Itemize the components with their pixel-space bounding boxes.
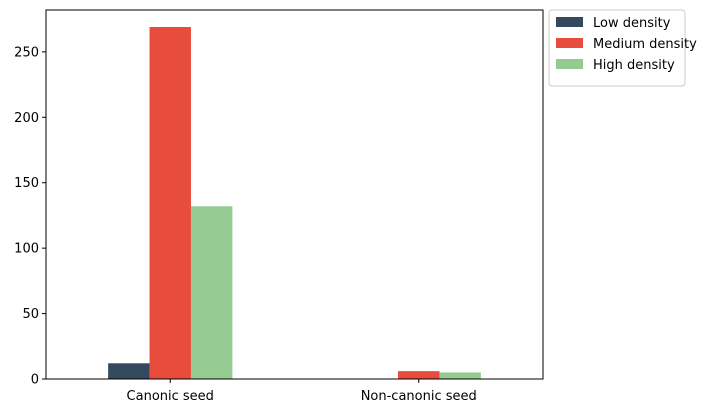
bars-group — [108, 27, 481, 379]
legend-label-high-density: High density — [593, 58, 675, 73]
bar-low-density-canonic-seed — [108, 363, 150, 379]
bar-medium-density-canonic-seed — [149, 27, 191, 379]
y-tick-label: 0 — [31, 373, 39, 388]
plot-background — [46, 10, 543, 379]
legend-swatch-low-density — [556, 17, 583, 27]
y-tick-label: 250 — [14, 45, 39, 60]
bar-high-density-canonic-seed — [190, 206, 233, 379]
y-tick-label: 150 — [14, 176, 39, 191]
x-tick-label: Non-canonic seed — [361, 389, 477, 404]
legend-label-medium-density: Medium density — [593, 37, 697, 52]
plot-frame — [45, 9, 544, 380]
legend-swatch-medium-density — [556, 38, 583, 48]
bar-medium-density-non-canonic-seed — [398, 371, 440, 379]
legend-label-low-density: Low density — [593, 16, 671, 31]
legend: Low density Medium density High density — [548, 9, 697, 87]
bar-high-density-non-canonic-seed — [439, 372, 481, 379]
legend-swatch-high-density — [556, 59, 583, 69]
y-axis: 0 50 100 150 200 250 — [14, 45, 46, 388]
y-tick-label: 100 — [14, 242, 39, 257]
y-tick-label: 200 — [14, 111, 39, 126]
y-tick-label: 50 — [22, 307, 39, 322]
x-tick-label: Canonic seed — [127, 389, 214, 404]
x-axis: Canonic seed Non-canonic seed — [127, 379, 477, 404]
